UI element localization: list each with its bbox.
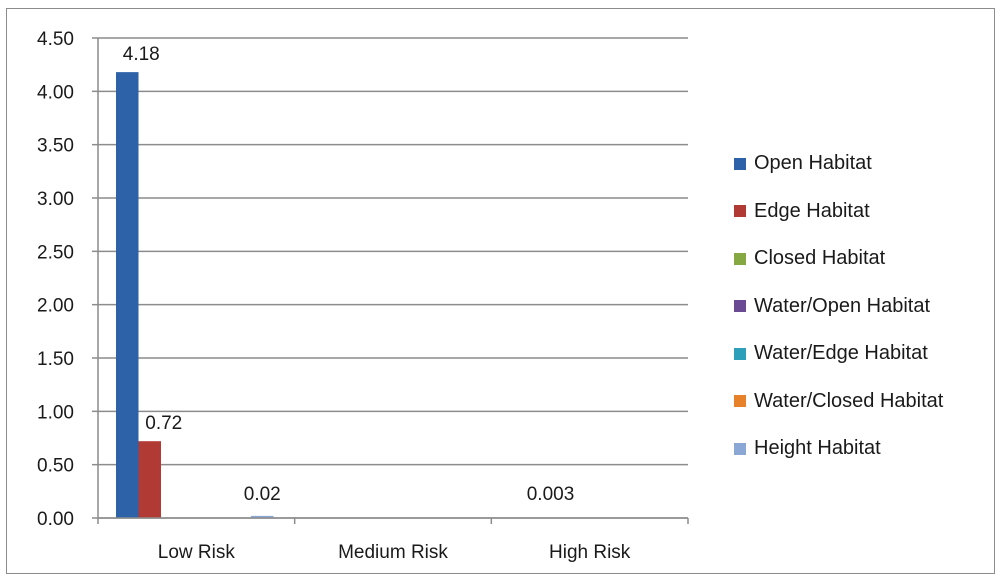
legend-item: Water/Edge Habitat (734, 330, 943, 378)
y-tick-label: 2.50 (37, 242, 74, 263)
legend-swatch (734, 347, 746, 360)
legend-swatch (734, 395, 746, 408)
legend-swatch (734, 442, 746, 455)
y-tick-label: 4.00 (37, 82, 74, 103)
legend-label: Height Habitat (754, 437, 881, 460)
legend-swatch (734, 205, 746, 218)
bar (138, 441, 161, 518)
legend-label: Water/Open Habitat (754, 294, 931, 317)
legend-item: Height Habitat (734, 425, 943, 473)
legend-swatch (734, 157, 746, 170)
data-label: 0.72 (145, 413, 182, 434)
bar (251, 515, 274, 518)
legend-item: Edge Habitat (734, 188, 943, 236)
y-tick-label: 1.50 (37, 349, 74, 370)
data-label: 0.02 (244, 484, 281, 505)
y-tick-label: 3.00 (37, 189, 74, 210)
bar (116, 72, 139, 518)
legend-swatch (734, 252, 746, 265)
category-label: Medium Risk (338, 542, 448, 563)
legend-label: Open Habitat (754, 152, 872, 175)
legend-label: Edge Habitat (754, 199, 870, 222)
y-tick-label: 4.50 (37, 29, 74, 50)
y-tick-label: 0.50 (37, 456, 74, 477)
data-label: 4.18 (123, 44, 160, 65)
legend-item: Closed Habitat (734, 235, 943, 283)
category-label: Low Risk (158, 542, 236, 563)
legend-swatch (734, 300, 746, 313)
y-tick-label: 3.50 (37, 136, 74, 157)
legend-item: Open Habitat (734, 140, 943, 188)
chart-frame (6, 8, 995, 574)
chart-legend: Open Habitat Edge Habitat Closed Habitat Wa… (734, 140, 943, 473)
legend-item: Water/Open Habitat (734, 283, 943, 331)
y-tick-label: 1.00 (37, 402, 74, 423)
data-label: 0.003 (527, 484, 575, 505)
y-tick-label: 2.00 (37, 296, 74, 317)
legend-label: Water/Closed Habitat (754, 389, 944, 412)
legend-label: Water/Edge Habitat (754, 342, 928, 365)
y-tick-label: 0.00 (37, 509, 74, 530)
legend-item: Water/Closed Habitat (734, 378, 943, 426)
category-label: High Risk (549, 542, 631, 563)
legend-label: Closed Habitat (754, 247, 886, 270)
